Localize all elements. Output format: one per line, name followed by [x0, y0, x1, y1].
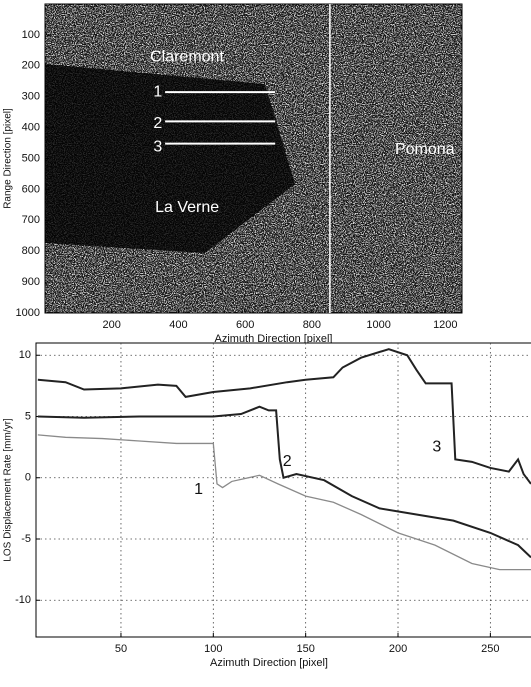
- y-tick-label: 400: [22, 122, 40, 134]
- y-tick-label: 10: [19, 349, 31, 361]
- dark-region: [45, 64, 295, 253]
- y-tick-label: 0: [25, 472, 31, 484]
- series-line: [37, 434, 531, 571]
- x-tick-label: 400: [169, 319, 187, 331]
- y-tick-label: 300: [22, 91, 40, 103]
- annotation: 2: [153, 115, 162, 132]
- y-tick-label: 1000: [16, 307, 40, 319]
- y-tick-label: 800: [22, 245, 40, 257]
- annotation: Pomona: [395, 141, 455, 158]
- y-tick-label: -5: [21, 533, 31, 545]
- x-tick-label: 1200: [433, 319, 457, 331]
- series-line: [37, 348, 531, 485]
- annotation: Claremont: [150, 48, 224, 65]
- y-tick-label: -10: [15, 594, 31, 606]
- series-line: [37, 405, 531, 559]
- y-tick-label: 200: [22, 60, 40, 72]
- x-axis-label: Azimuth Direction [pixel]: [210, 657, 328, 669]
- x-tick-label: 50: [115, 643, 127, 655]
- x-axis-label: Azimuth Direction [pixel]: [215, 333, 333, 345]
- y-tick-label: 900: [22, 276, 40, 288]
- y-axis-label: LOS Displacement Rate [mm/yr]: [3, 418, 14, 562]
- y-tick-label: 600: [22, 183, 40, 195]
- annotation: La Verne: [155, 199, 219, 216]
- annotation: 1: [153, 83, 162, 100]
- y-axis-label: Range Direction [pixel]: [3, 108, 14, 209]
- y-tick-label: 500: [22, 152, 40, 164]
- plot-frame: [35, 342, 531, 638]
- x-tick-label: 800: [303, 319, 321, 331]
- y-tick-label: 5: [25, 410, 31, 422]
- annotation: 3: [432, 438, 441, 455]
- x-tick-label: 1000: [366, 319, 390, 331]
- x-tick-label: 600: [236, 319, 254, 331]
- y-tick-label: 700: [22, 214, 40, 226]
- annotation: 3: [153, 138, 162, 155]
- x-tick-label: 100: [204, 643, 222, 655]
- x-tick-label: 150: [296, 643, 314, 655]
- annotation: 2: [283, 453, 292, 470]
- annotation: 1: [194, 481, 203, 498]
- x-tick-label: 200: [389, 643, 407, 655]
- x-tick-label: 200: [103, 319, 121, 331]
- x-tick-label: 250: [481, 643, 499, 655]
- y-tick-label: 100: [22, 29, 40, 41]
